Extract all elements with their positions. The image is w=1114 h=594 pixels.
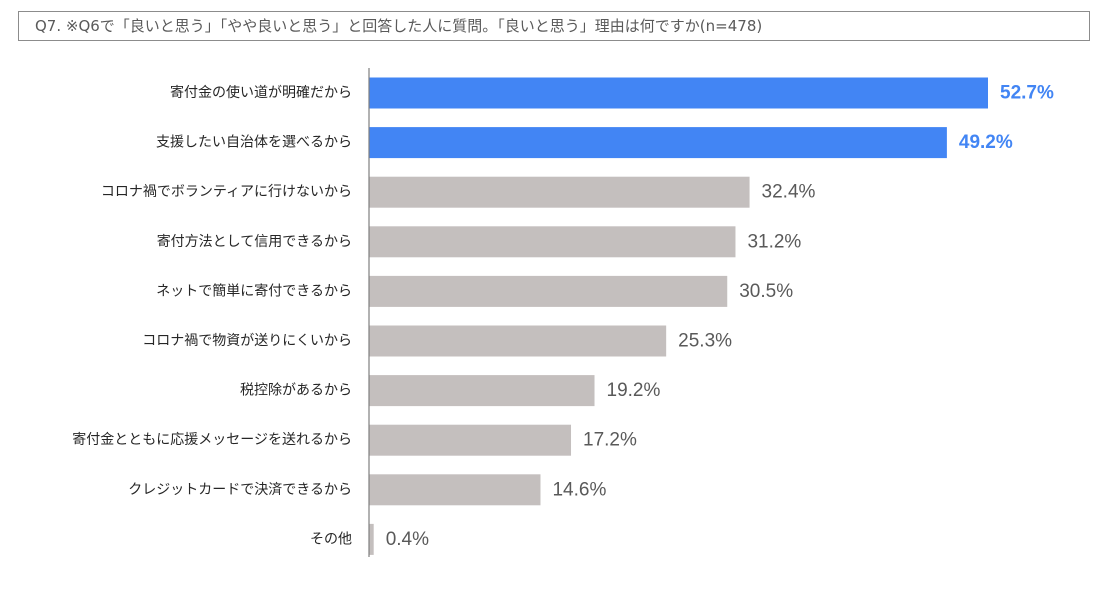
bars-group <box>369 77 988 555</box>
category-label-6: 税控除があるから <box>240 383 352 399</box>
value-label-7: 17.2% <box>583 430 637 451</box>
value-label-2: 32.4% <box>762 182 816 203</box>
bar-0 <box>369 77 988 109</box>
value-label-8: 14.6% <box>552 479 606 500</box>
bar-6 <box>369 375 595 407</box>
category-label-5: コロナ禍で物資が送りにくいから <box>142 333 352 349</box>
value-label-4: 30.5% <box>739 281 793 302</box>
value-label-9: 0.4% <box>386 529 429 550</box>
category-label-7: 寄付金とともに応援メッセージを送れるから <box>72 431 352 448</box>
chart-title: Q7. ※Q6で「良いと思う」「やや良いと思う」と回答した人に質問。「良いと思う… <box>18 11 1090 41</box>
category-labels-group: 寄付金の使い道が明確だから支援したい自治体を選べるからコロナ禍でボランティアに行… <box>72 84 352 547</box>
value-label-1: 49.2% <box>959 132 1013 153</box>
value-label-6: 19.2% <box>607 380 661 401</box>
value-label-3: 31.2% <box>747 231 801 252</box>
category-label-4: ネットで簡単に寄付できるから <box>156 282 352 299</box>
bar-7 <box>369 424 572 456</box>
bar-3 <box>369 226 736 258</box>
bar-9 <box>369 523 374 555</box>
category-label-1: 支援したい自治体を選べるから <box>156 135 352 151</box>
bar-1 <box>369 127 947 159</box>
bar-5 <box>369 325 667 357</box>
category-label-0: 寄付金の使い道が明確だから <box>170 84 352 101</box>
bar-4 <box>369 275 728 307</box>
bar-2 <box>369 176 750 208</box>
value-label-5: 25.3% <box>678 331 732 352</box>
value-label-0: 52.7% <box>1000 83 1054 104</box>
category-label-9: その他 <box>310 531 352 547</box>
category-label-2: コロナ禍でボランティアに行けないから <box>101 184 352 200</box>
bar-8 <box>369 474 541 506</box>
value-labels-group: 52.7% 49.2% 32.4% 31.2% 30.5% 25.3% 19.2% 17.2%… <box>386 83 1054 550</box>
category-label-8: クレジットカードで決済できるから <box>128 482 352 498</box>
category-label-3: 寄付方法として信用できるから <box>157 233 352 250</box>
